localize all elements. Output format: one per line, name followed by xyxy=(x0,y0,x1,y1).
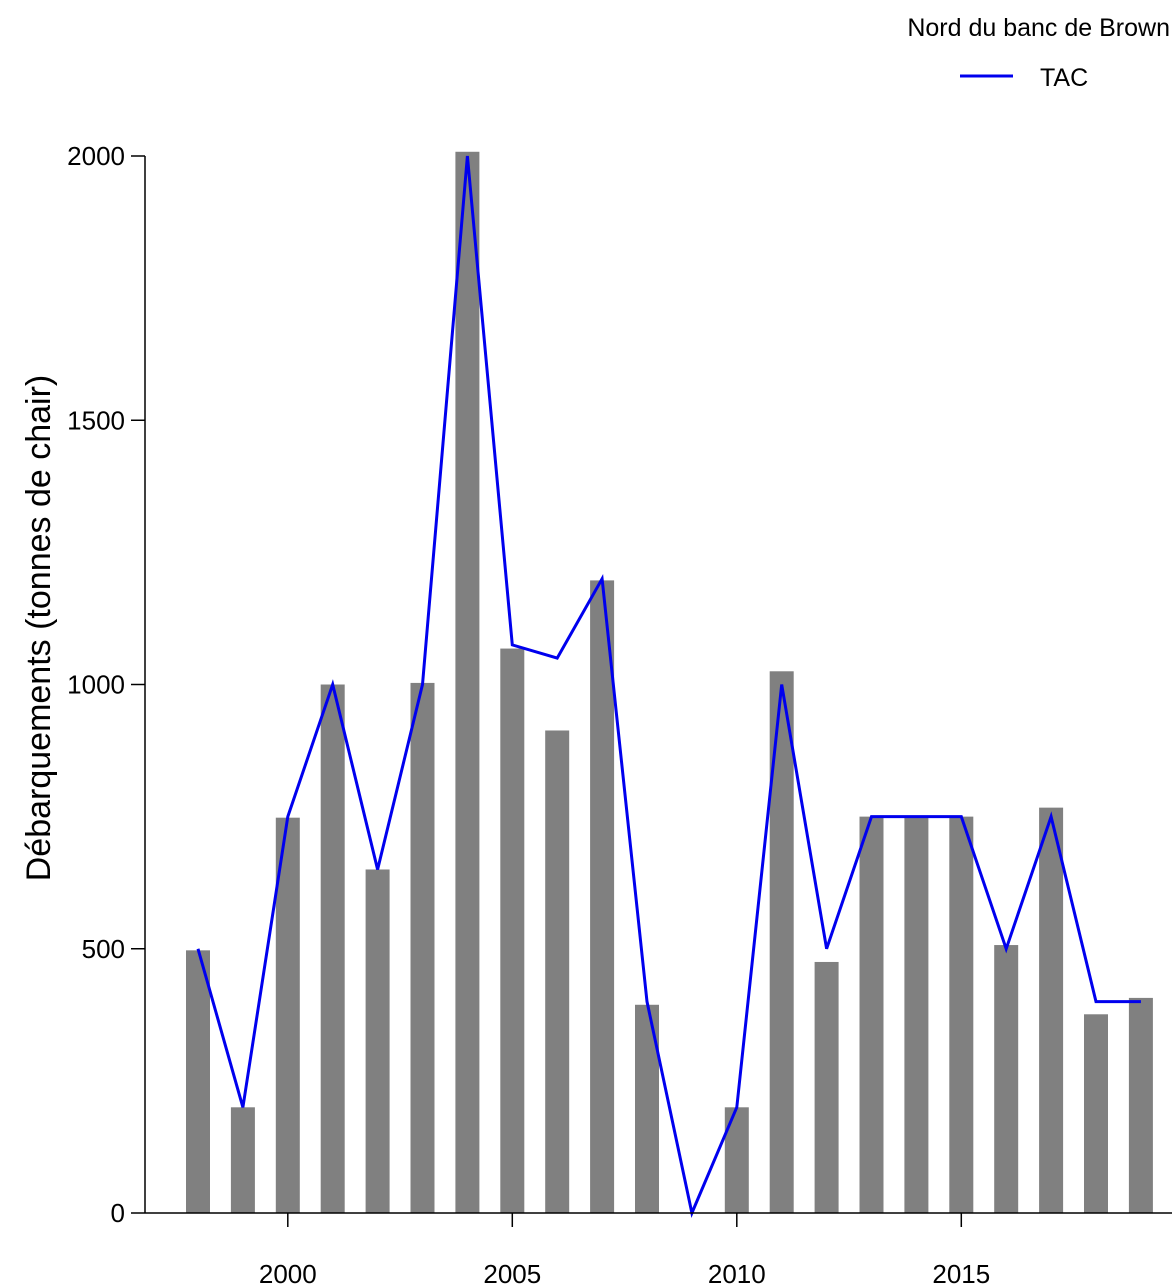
bar-2015 xyxy=(949,816,974,1213)
bar-2007 xyxy=(590,580,615,1213)
x-tick-label-2005: 2005 xyxy=(483,1259,541,1287)
bar-2016 xyxy=(994,945,1019,1213)
bar-2002 xyxy=(365,869,390,1213)
x-tick-label-2015: 2015 xyxy=(932,1259,990,1287)
bars-layer xyxy=(186,151,1153,1214)
y-axis-label: Débarquements (tonnes de chair) xyxy=(20,375,58,882)
y-tick-label-2000: 2000 xyxy=(67,141,125,171)
bar-2010 xyxy=(724,1107,749,1213)
x-axis: 2000 2005 2010 2015 xyxy=(145,1212,1172,1287)
y-tick-label-0: 0 xyxy=(111,1198,125,1228)
bar-2012 xyxy=(814,961,839,1213)
bar-2019 xyxy=(1128,997,1153,1213)
bar-2018 xyxy=(1084,1014,1108,1213)
x-tick-label-2000: 2000 xyxy=(259,1259,317,1287)
x-tick-label-2010: 2010 xyxy=(708,1259,766,1287)
bar-2004 xyxy=(455,151,480,1214)
y-tick-label-1500: 1500 xyxy=(67,405,125,435)
legend-title: Nord du banc de Brown xyxy=(907,14,1170,42)
tac-line xyxy=(196,155,1141,1218)
bar-1998 xyxy=(186,950,210,1213)
bar-2005 xyxy=(500,648,525,1213)
bar-2014 xyxy=(904,816,929,1213)
bar-2000 xyxy=(275,817,300,1213)
y-tick-label-1000: 1000 xyxy=(67,670,125,700)
y-axis: 0 500 1000 1500 2000 xyxy=(67,141,146,1228)
y-tick-label-500: 500 xyxy=(82,934,125,964)
bar-2017 xyxy=(1039,807,1064,1213)
legend: Nord du banc de Brown TAC xyxy=(907,14,1170,92)
bar-1999 xyxy=(230,1107,255,1213)
tac-line-layer xyxy=(196,155,1141,1218)
bar-2013 xyxy=(859,816,884,1213)
bar-2006 xyxy=(545,730,570,1213)
bar-2001 xyxy=(320,684,345,1213)
bar-2003 xyxy=(410,682,435,1213)
legend-entry-tac: TAC xyxy=(1040,64,1088,92)
